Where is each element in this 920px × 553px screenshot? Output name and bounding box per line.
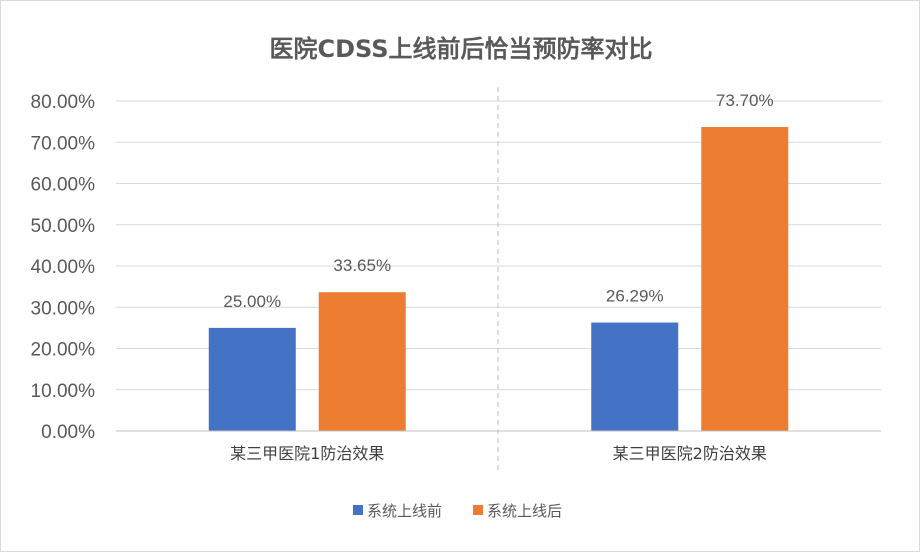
- y-tick-label: 10.00%: [31, 381, 96, 402]
- x-tick-label: 某三甲医院1防治效果: [230, 444, 384, 463]
- legend-label: 系统上线前: [367, 502, 442, 520]
- x-axis-ticks: 某三甲医院1防治效果 某三甲医院2防治效果: [230, 444, 767, 463]
- y-tick-label: 60.00%: [31, 175, 96, 196]
- x-tick-label: 某三甲医院2防治效果: [613, 444, 767, 463]
- chart-title: 医院CDSS上线前后恰当预防率对比: [269, 35, 652, 63]
- bar: [318, 292, 406, 431]
- data-label: 25.00%: [223, 292, 281, 311]
- bar: [208, 327, 296, 431]
- y-tick-label: 0.00%: [41, 422, 95, 443]
- legend-label: 系统上线后: [487, 502, 562, 520]
- legend: 系统上线前 系统上线后: [353, 502, 562, 520]
- bar: [701, 126, 789, 432]
- y-tick-label: 30.00%: [31, 298, 96, 319]
- legend-swatch: [353, 505, 363, 515]
- data-label: 73.70%: [716, 91, 774, 110]
- y-tick-label: 80.00%: [31, 92, 96, 113]
- y-tick-label: 20.00%: [31, 340, 96, 361]
- y-tick-label: 50.00%: [31, 216, 96, 237]
- data-label: 33.65%: [333, 256, 391, 275]
- bar: [591, 322, 679, 431]
- legend-swatch: [473, 505, 483, 515]
- y-tick-label: 70.00%: [31, 133, 96, 154]
- y-tick-label: 40.00%: [31, 257, 96, 278]
- bars: 25.00% 33.65% 26.29% 73.70%: [208, 91, 789, 432]
- y-axis-ticks: 0.00% 10.00% 20.00% 30.00% 40.00% 50.00% 60.00…: [31, 92, 96, 443]
- data-label: 26.29%: [606, 287, 664, 306]
